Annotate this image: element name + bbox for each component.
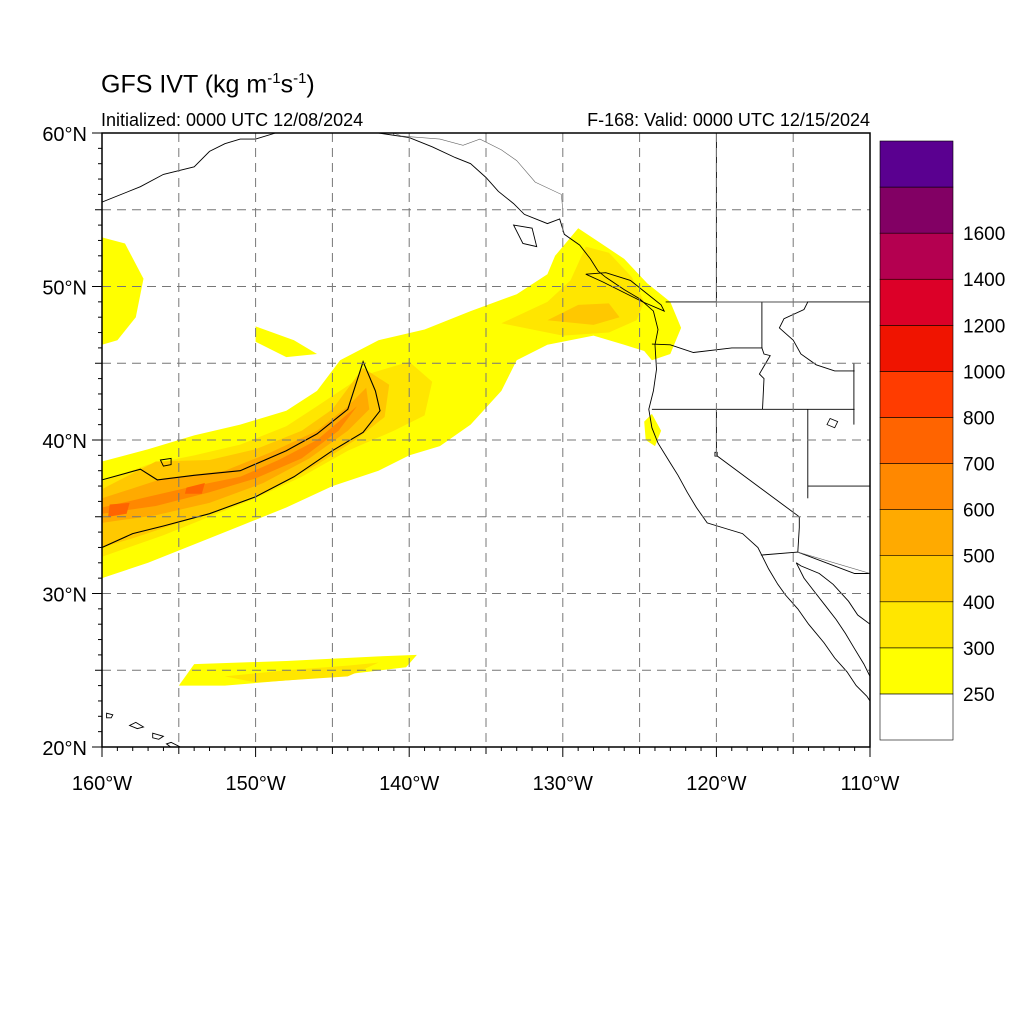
x-tick-label: 110°W — [841, 773, 900, 795]
colorbar-box — [879, 140, 954, 188]
ivt-area-250 — [255, 326, 317, 358]
y-tick-label: 50°N — [42, 278, 87, 300]
map-title: GFS IVT (kg m-1s-1) — [101, 70, 315, 99]
y-tick-label: 30°N — [42, 585, 87, 607]
colorbar-box — [879, 417, 954, 464]
state-border — [715, 409, 800, 553]
ivt-area-600 — [102, 406, 357, 514]
ivt-area-400 — [547, 303, 620, 325]
colorbar-label: 300 — [963, 639, 995, 660]
graticule — [102, 133, 870, 747]
y-tick-label: 20°N — [42, 738, 87, 760]
x-tick-label: 140°W — [379, 773, 439, 795]
colorbar: 250 300 400 500 600 700 800 1000 1200 1400 1600 — [879, 140, 1005, 741]
colorbar-box — [879, 371, 954, 418]
colorbar-box — [879, 601, 954, 649]
island — [512, 224, 538, 248]
ivt-area-700 — [184, 483, 205, 494]
colorbar-label: 1600 — [963, 224, 1005, 245]
contour-line — [102, 360, 381, 549]
colorbar-box — [879, 325, 954, 372]
island — [159, 457, 172, 467]
coastlines — [102, 133, 870, 747]
island — [128, 721, 145, 730]
colorbar-box — [879, 647, 954, 695]
state-border — [760, 551, 870, 574]
ivt-contour-500 — [102, 360, 381, 549]
colorbar-label: 700 — [963, 455, 995, 476]
state-border — [651, 343, 763, 353]
coastline — [796, 562, 870, 625]
colorbar-label: 400 — [963, 593, 995, 614]
colorbar-box — [879, 555, 954, 603]
colorbar-label: 800 — [963, 408, 995, 429]
axis-ticks: 160°W 150°W 140°W 130°W 120°W 110°W 20°N 30°N 40… — [42, 124, 899, 795]
initialized-time: Initialized: 0000 UTC 12/08/2024 — [101, 110, 364, 130]
colorbar-box — [879, 463, 954, 510]
ivt-area-700 — [108, 502, 130, 517]
y-tick-label: 40°N — [42, 431, 87, 453]
ivt-shading — [102, 228, 682, 686]
colorbar-label: 1400 — [963, 270, 1005, 291]
colorbar-box — [879, 278, 954, 326]
coastline — [102, 133, 276, 203]
colorbar-label: 1200 — [963, 316, 1005, 337]
colorbar-label: 250 — [963, 685, 995, 706]
x-tick-label: 130°W — [533, 773, 593, 795]
colorbar-box — [879, 186, 954, 234]
colorbar-box — [879, 693, 954, 741]
colorbar-box — [879, 509, 954, 556]
colorbar-label: 1000 — [963, 362, 1005, 383]
lake — [826, 417, 839, 429]
state-border — [778, 301, 855, 372]
coastline — [294, 133, 870, 702]
x-tick-label: 150°W — [225, 773, 285, 795]
island — [106, 712, 114, 719]
country-border — [797, 551, 870, 574]
x-tick-label: 160°W — [72, 773, 132, 795]
ivt-area-250 — [102, 237, 144, 345]
y-tick-label: 60°N — [42, 124, 87, 146]
x-tick-label: 120°W — [686, 773, 746, 795]
island — [585, 272, 666, 312]
island — [152, 732, 165, 740]
coastline — [795, 562, 870, 677]
valid-time: F-168: Valid: 0000 UTC 12/15/2024 — [587, 110, 870, 130]
colorbar-box — [879, 232, 954, 280]
ivt-area-300 — [224, 662, 379, 683]
ivt-area-500 — [102, 387, 370, 523]
country-border — [393, 133, 564, 210]
island — [165, 741, 181, 747]
colorbar-label: 500 — [963, 547, 995, 568]
colorbar-label: 600 — [963, 501, 995, 522]
state-border — [758, 301, 771, 410]
